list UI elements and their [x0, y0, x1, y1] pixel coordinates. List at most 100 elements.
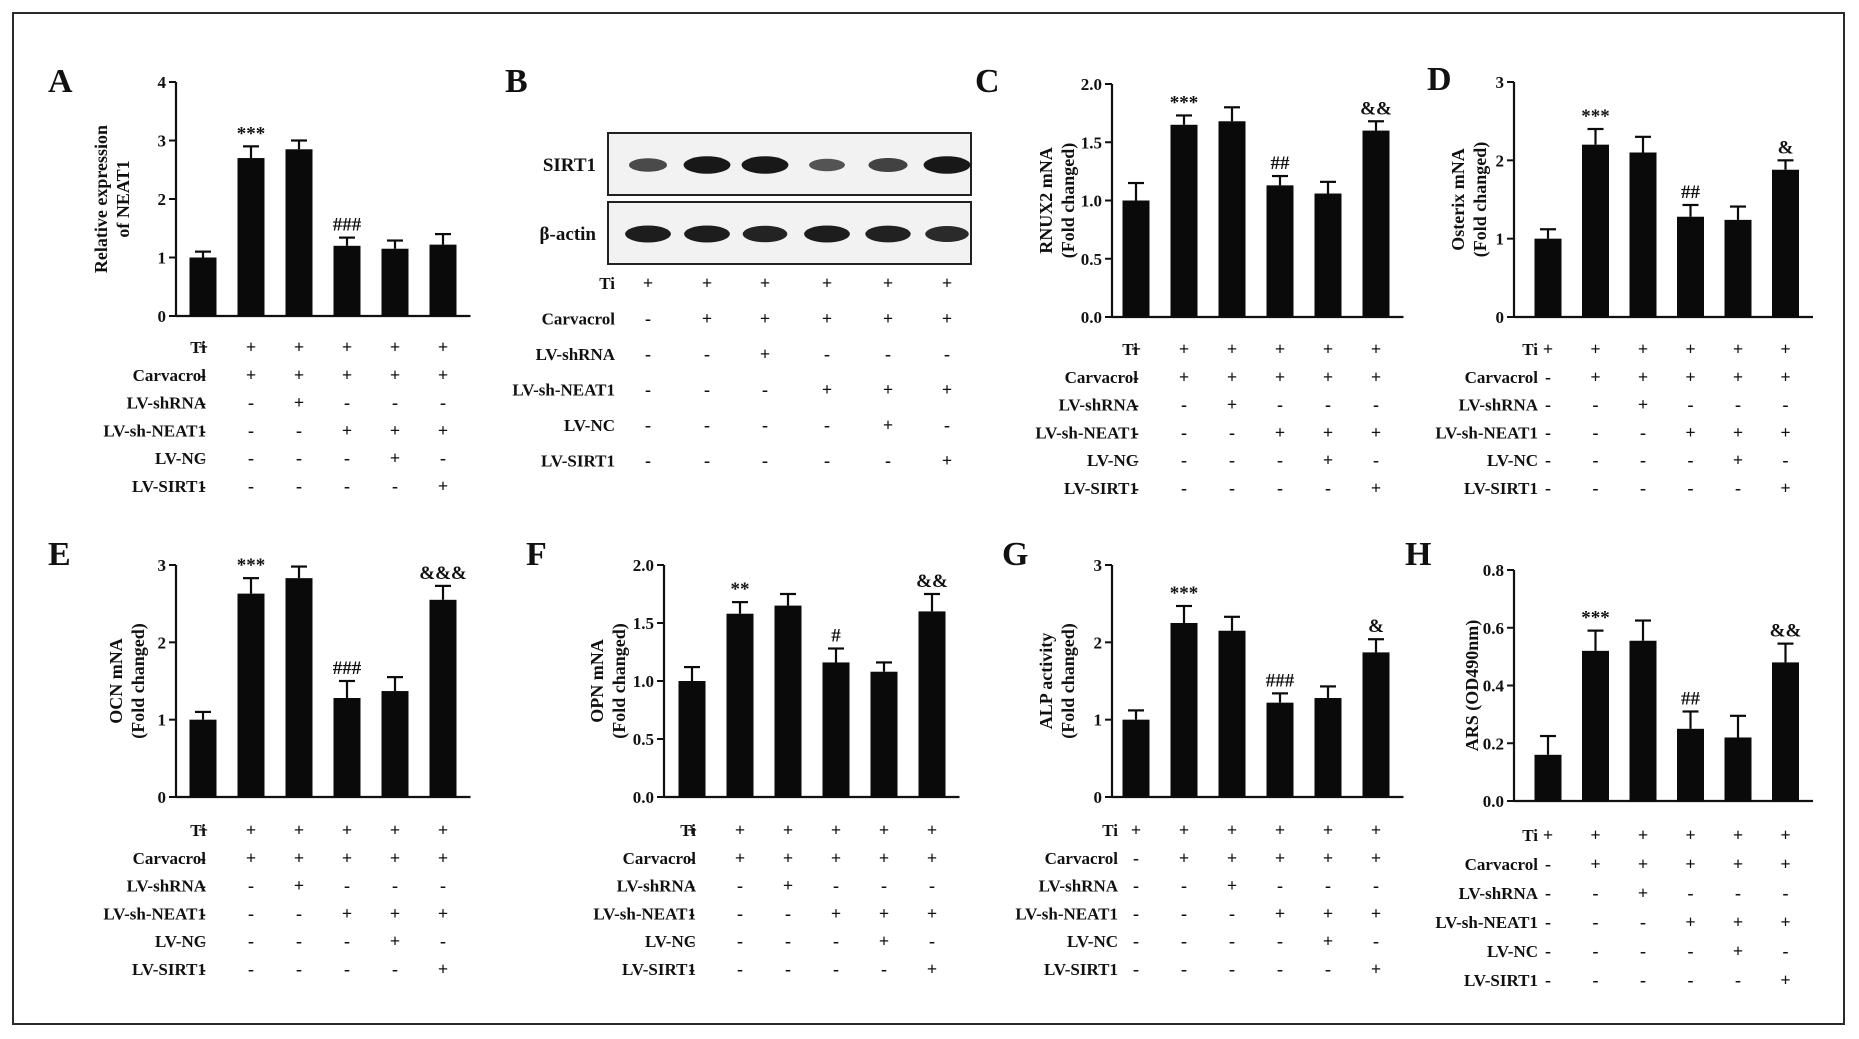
condition-sign: + — [294, 848, 304, 868]
condition-sign: + — [342, 365, 352, 385]
condition-sign: - — [248, 393, 254, 413]
bar — [189, 719, 217, 797]
y-axis-label: (Fold changed) — [1058, 623, 1079, 739]
condition-sign: - — [689, 959, 695, 979]
condition-sign: - — [1640, 422, 1646, 442]
y-tick-label: 1.5 — [1081, 133, 1102, 152]
condition-sign: - — [296, 420, 302, 440]
condition-sign: - — [1593, 941, 1599, 961]
condition-sign: + — [1733, 339, 1743, 359]
condition-sign: - — [737, 931, 743, 951]
condition-label: Ti — [1122, 340, 1138, 359]
condition-sign: - — [440, 876, 446, 896]
condition-sign: - — [1593, 450, 1599, 470]
condition-sign: + — [1371, 478, 1381, 498]
bar — [1362, 652, 1390, 797]
y-axis-label: (Fold changed) — [1058, 143, 1079, 259]
condition-sign: + — [1733, 422, 1743, 442]
condition-sign: + — [1780, 970, 1790, 990]
condition-sign: - — [200, 876, 206, 896]
blot-band — [625, 225, 671, 243]
condition-label: LV-NC — [1067, 932, 1118, 951]
condition-sign: + — [1371, 422, 1381, 442]
condition-sign: + — [831, 820, 841, 840]
condition-sign: - — [344, 476, 350, 496]
condition-sign: - — [296, 448, 302, 468]
condition-sign: + — [438, 820, 448, 840]
condition-sign: + — [1371, 903, 1381, 923]
blot-label: β-actin — [540, 224, 597, 245]
panel-label: H — [1405, 536, 1431, 573]
bar — [1314, 698, 1342, 797]
panel-a: A 0 1 2 3 4 Relative expression of NEAT1 *** ### T… — [48, 63, 471, 496]
condition-sign: - — [1181, 395, 1187, 415]
condition-sign: + — [1780, 478, 1790, 498]
condition-sign: + — [883, 273, 893, 293]
condition-sign: + — [1638, 825, 1648, 845]
condition-label: Carvacrol — [1465, 368, 1539, 387]
y-axis-label: (Fold changed) — [128, 623, 149, 739]
condition-sign: + — [342, 420, 352, 440]
blot-band — [925, 226, 969, 242]
condition-sign: + — [942, 380, 952, 400]
condition-sign: - — [248, 476, 254, 496]
condition-sign: - — [440, 448, 446, 468]
y-tick-label: 2 — [1496, 151, 1505, 170]
condition-sign: + — [1227, 820, 1237, 840]
condition-sign: - — [1640, 941, 1646, 961]
condition-sign: + — [1733, 912, 1743, 932]
bar — [1677, 728, 1704, 801]
bar — [870, 671, 898, 797]
condition-label: LV-NC — [155, 932, 206, 951]
condition-sign: + — [1323, 422, 1333, 442]
condition-sign: - — [200, 848, 206, 868]
condition-sign: + — [438, 476, 448, 496]
bar — [1266, 185, 1294, 317]
condition-sign: - — [344, 393, 350, 413]
condition-sign: - — [929, 876, 935, 896]
condition-label: LV-sh-NEAT1 — [103, 904, 206, 923]
condition-label: Ti — [190, 338, 206, 357]
y-tick-label: 1.5 — [633, 614, 654, 633]
condition-sign: + — [1371, 367, 1381, 387]
condition-sign: - — [645, 344, 651, 364]
condition-sign: - — [645, 380, 651, 400]
condition-sign: + — [1733, 367, 1743, 387]
condition-sign: + — [1685, 854, 1695, 874]
condition-sign: - — [1133, 959, 1139, 979]
condition-label: LV-shRNA — [617, 877, 697, 896]
bar — [678, 681, 706, 797]
condition-sign: - — [1373, 395, 1379, 415]
condition-sign: - — [762, 451, 768, 471]
significance-mark: *** — [237, 555, 266, 576]
blot-strip-beta-actin: β-actin — [540, 201, 972, 265]
condition-sign: + — [438, 848, 448, 868]
condition-sign: - — [1229, 959, 1235, 979]
condition-sign: + — [1638, 854, 1648, 874]
condition-sign: - — [645, 309, 651, 329]
bar — [1534, 754, 1562, 801]
condition-sign: - — [1133, 848, 1139, 868]
significance-mark: # — [831, 626, 841, 647]
condition-sign: - — [200, 365, 206, 385]
condition-sign: + — [1323, 367, 1333, 387]
condition-sign: + — [390, 420, 400, 440]
condition-label: LV-shRNA — [1039, 877, 1119, 896]
bar — [774, 605, 802, 797]
condition-sign: - — [1545, 883, 1551, 903]
bar — [237, 593, 265, 797]
condition-sign: + — [1275, 848, 1285, 868]
condition-sign: + — [390, 820, 400, 840]
condition-label: LV-shRNA — [536, 345, 616, 364]
condition-sign: + — [783, 820, 793, 840]
blot-band — [923, 156, 971, 174]
condition-sign: - — [1229, 903, 1235, 923]
condition-sign: - — [1229, 422, 1235, 442]
blot-strip-sirt1: SIRT1 — [543, 132, 972, 196]
y-axis-label: RNUX2 mNA — [1036, 147, 1056, 254]
condition-sign: + — [927, 848, 937, 868]
condition-sign: + — [760, 344, 770, 364]
condition-sign: - — [1133, 876, 1139, 896]
condition-sign: + — [198, 337, 208, 357]
